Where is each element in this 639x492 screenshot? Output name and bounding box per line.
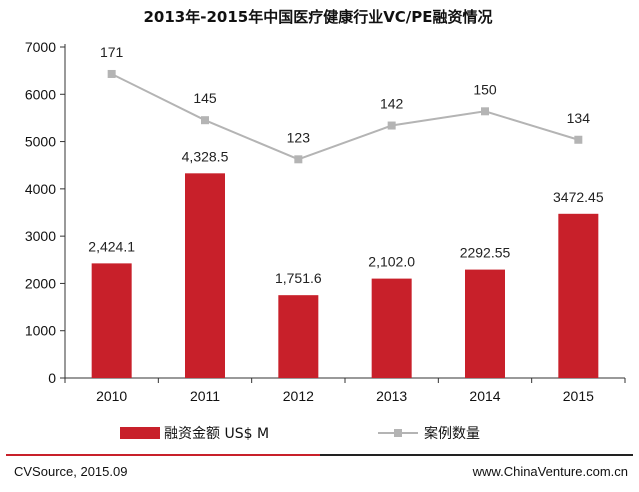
line-value-label: 134 (567, 110, 591, 126)
legend: 融资金额 US$ M 案例数量 (120, 425, 480, 442)
y-tick-label: 4000 (25, 181, 56, 197)
line-series (107, 69, 583, 164)
bar (91, 263, 132, 378)
bar-value-label: 2292.55 (460, 245, 511, 261)
chart-title: 2013年-2015年中国医疗健康行业VC/PE融资情况 (143, 8, 492, 26)
y-tick-label: 1000 (25, 323, 56, 339)
legend-line-marker (394, 429, 402, 437)
line-value-labels: 171 145 123 142 150 134 (100, 44, 590, 145)
line-value-label: 150 (473, 81, 497, 97)
bar-value-label: 1,751.6 (275, 270, 322, 286)
x-tick-label: 2011 (190, 388, 220, 404)
line-path (111, 73, 579, 161)
bar (558, 213, 599, 378)
line-value-label: 142 (380, 96, 404, 112)
y-tick-label: 0 (48, 370, 56, 386)
x-tick-label: 2014 (469, 388, 500, 404)
y-tick-label: 3000 (25, 228, 56, 244)
line-point (201, 116, 209, 125)
legend-line-label: 案例数量 (424, 425, 480, 442)
legend-bar-label: 融资金额 US$ M (164, 426, 269, 442)
x-axis: 2010 2011 2012 2013 2014 2015 (64, 377, 626, 404)
x-tick-label: 2012 (283, 388, 314, 404)
y-tick-label: 6000 (25, 86, 56, 102)
x-tick-label: 2010 (96, 388, 127, 404)
bar-value-label: 4,328.5 (182, 148, 229, 164)
bar-value-label: 3472.45 (553, 189, 604, 205)
bar-series (91, 173, 599, 378)
line-point (387, 121, 396, 130)
line-point (574, 135, 583, 144)
line-point (107, 69, 116, 78)
y-axis: 0 1000 2000 3000 4000 5000 6000 7000 (25, 39, 66, 386)
y-tick-label: 7000 (25, 39, 56, 55)
bar (278, 295, 319, 378)
footer-source: CVSource, 2015.09 (14, 464, 127, 479)
bar-value-label: 2,102.0 (368, 254, 415, 270)
bar (465, 269, 505, 378)
bar (371, 278, 412, 378)
footer-rule-left (6, 454, 320, 456)
line-value-label: 171 (100, 44, 124, 60)
line-point (294, 155, 303, 164)
legend-bar-swatch (120, 427, 160, 439)
x-tick-label: 2015 (563, 388, 594, 404)
line-point (481, 107, 489, 116)
line-value-label: 123 (287, 129, 311, 145)
x-tick-label: 2013 (376, 388, 407, 404)
footer-website: www.ChinaVenture.com.cn (472, 464, 628, 479)
y-tick-label: 5000 (25, 134, 56, 150)
bar-value-label: 2,424.1 (88, 238, 135, 254)
bar (185, 173, 225, 378)
y-tick-label: 2000 (25, 275, 56, 291)
bar-value-labels: 2,424.1 4,328.5 1,751.6 2,102.0 2292.55 3472.… (88, 148, 604, 286)
footer: CVSource, 2015.09 www.ChinaVenture.com.c… (6, 454, 633, 479)
line-value-label: 145 (193, 90, 217, 106)
footer-rule-right (320, 454, 633, 456)
